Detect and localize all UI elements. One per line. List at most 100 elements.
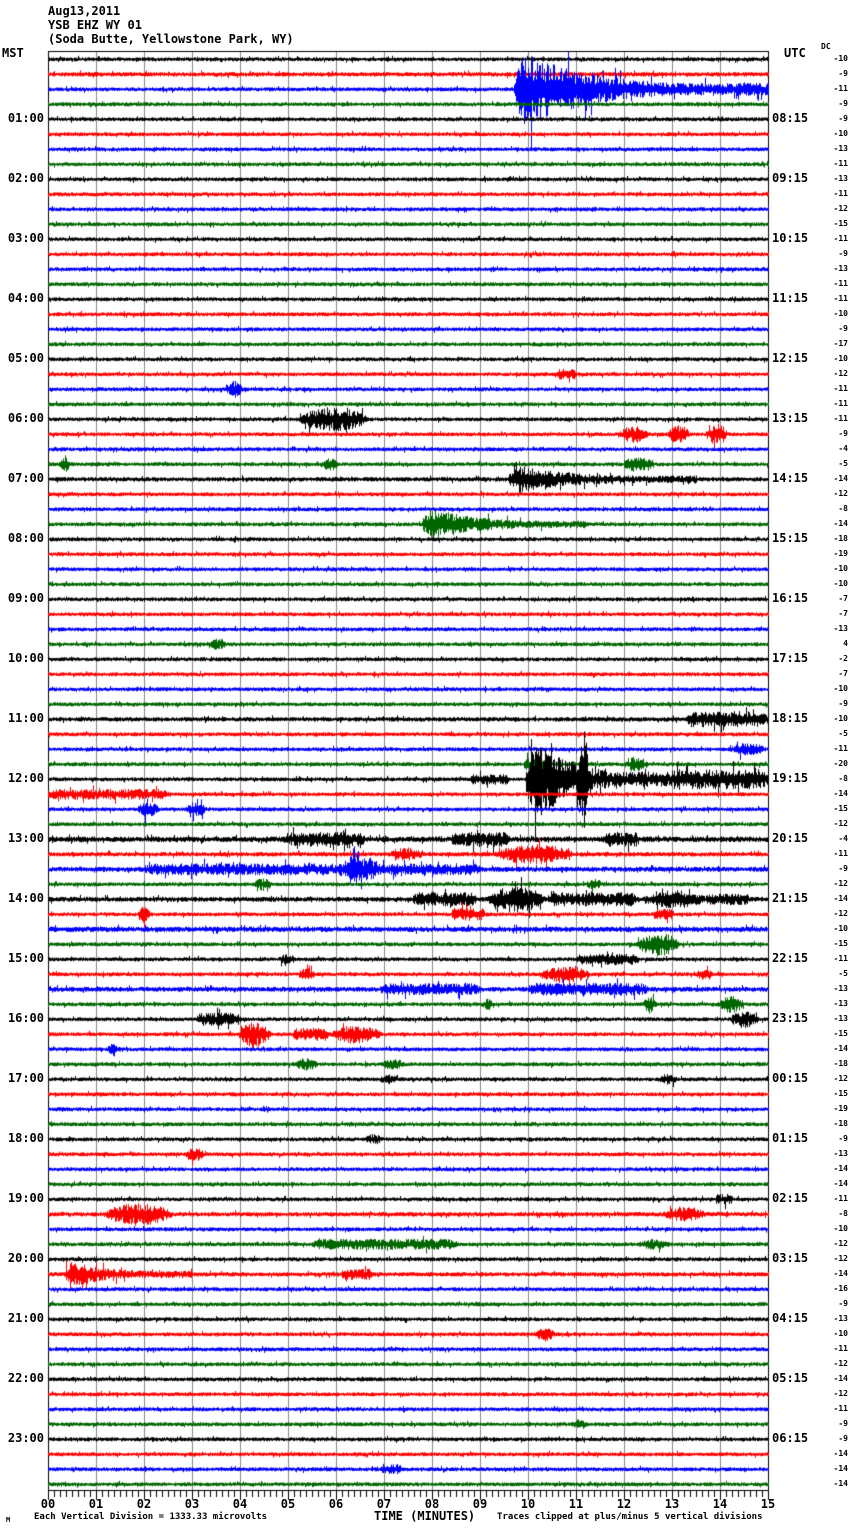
- dc-offset-value: -9: [838, 99, 848, 108]
- dc-offset-value: -13: [833, 624, 848, 633]
- dc-offset-value: -12: [833, 1239, 848, 1248]
- mst-hour-label: 10:00: [7, 651, 44, 665]
- dc-offset-value: -11: [833, 399, 848, 408]
- dc-offset-value: -14: [833, 1449, 848, 1458]
- utc-hour-label: 22:15: [772, 951, 809, 965]
- dc-offset-value: -10: [833, 579, 848, 588]
- dc-offset-value: -7: [838, 609, 848, 618]
- dc-offset-value: -10: [833, 714, 848, 723]
- dc-offset-value: -13: [833, 999, 848, 1008]
- dc-offset-value: -15: [833, 804, 848, 813]
- dc-offset-value: -5: [838, 729, 848, 738]
- mst-hour-label: 22:00: [7, 1371, 44, 1385]
- dc-offset-value: -11: [833, 84, 848, 93]
- utc-hour-label: 10:15: [772, 231, 809, 245]
- dc-offset-value: -13: [833, 1314, 848, 1323]
- dc-offset-value: -10: [833, 354, 848, 363]
- mst-hour-label: 19:00: [7, 1191, 44, 1205]
- utc-hour-label: 20:15: [772, 831, 809, 845]
- dc-offset-value: -15: [833, 939, 848, 948]
- utc-hour-label: 11:15: [772, 291, 809, 305]
- mst-hour-label: 09:00: [7, 591, 44, 605]
- mst-hour-label: 21:00: [7, 1311, 44, 1325]
- dc-offset-value: -14: [833, 1269, 848, 1278]
- utc-hour-label: 08:15: [772, 111, 809, 125]
- utc-hour-label: 16:15: [772, 591, 809, 605]
- dc-offset-value: -7: [838, 669, 848, 678]
- utc-hour-label: 18:15: [772, 711, 809, 725]
- dc-offset-value: -10: [833, 54, 848, 63]
- mst-hour-label: 05:00: [7, 351, 44, 365]
- mst-hour-label: 15:00: [7, 951, 44, 965]
- dc-offset-value: -13: [833, 1149, 848, 1158]
- dc-offset-value: -17: [833, 339, 848, 348]
- dc-offset-value: -11: [833, 849, 848, 858]
- dc-offset-value: -12: [833, 1254, 848, 1263]
- x-tick-label: 10: [520, 1497, 536, 1511]
- dc-offset-value: -18: [833, 1059, 848, 1068]
- mst-hour-label: 11:00: [7, 711, 44, 725]
- dc-offset-value: -14: [833, 1164, 848, 1173]
- dc-offset-value: -9: [838, 429, 848, 438]
- dc-offset-value: -14: [833, 1044, 848, 1053]
- utc-hour-label: 19:15: [772, 771, 809, 785]
- mst-hour-label: 02:00: [7, 171, 44, 185]
- dc-offset-value: -10: [833, 1329, 848, 1338]
- dc-offset-value: -9: [838, 114, 848, 123]
- mst-hour-label: 04:00: [7, 291, 44, 305]
- dc-offset-value: -12: [833, 1359, 848, 1368]
- dc-offset-value: -14: [833, 1479, 848, 1488]
- dc-offset-value: -18: [833, 534, 848, 543]
- dc-offset-value: -18: [833, 1119, 848, 1128]
- dc-offset-value: -19: [833, 1104, 848, 1113]
- utc-axis-header: UTC: [784, 46, 806, 60]
- utc-hour-label: 06:15: [772, 1431, 809, 1445]
- x-tick-label: 05: [280, 1497, 296, 1511]
- dc-offset-value: -9: [838, 1434, 848, 1443]
- dc-offset-value: -9: [838, 699, 848, 708]
- utc-hour-label: 21:15: [772, 891, 809, 905]
- dc-offset-value: -11: [833, 1344, 848, 1353]
- mst-hour-label: 03:00: [7, 231, 44, 245]
- x-tick-label: 12: [616, 1497, 632, 1511]
- utc-hour-label: 02:15: [772, 1191, 809, 1205]
- utc-hour-label: 09:15: [772, 171, 809, 185]
- dc-offset-value: -11: [833, 1404, 848, 1413]
- x-tick-label: 03: [184, 1497, 200, 1511]
- utc-hour-label: 12:15: [772, 351, 809, 365]
- utc-hour-label: 00:15: [772, 1071, 809, 1085]
- x-tick-label: 02: [136, 1497, 152, 1511]
- dc-offset-value: -11: [833, 1194, 848, 1203]
- dc-offset-value: -11: [833, 159, 848, 168]
- dc-offset-value: -9: [838, 1134, 848, 1143]
- footer-scale-note: Each Vertical Division = 1333.33 microvo…: [34, 1512, 267, 1522]
- utc-hour-label: 14:15: [772, 471, 809, 485]
- utc-hour-label: 13:15: [772, 411, 809, 425]
- dc-offset-value: -11: [833, 384, 848, 393]
- dc-offset-value: -12: [833, 1389, 848, 1398]
- dc-offset-value: -8: [838, 504, 848, 513]
- dc-offset-value: -10: [833, 1224, 848, 1233]
- mst-hour-label: 20:00: [7, 1251, 44, 1265]
- dc-offset-value: -12: [833, 879, 848, 888]
- utc-hour-label: 04:15: [772, 1311, 809, 1325]
- footer-clip-note: Traces clipped at plus/minus 5 vertical …: [497, 1512, 763, 1522]
- dc-offset-value: -13: [833, 174, 848, 183]
- dc-offset-value: -19: [833, 549, 848, 558]
- x-tick-label: 00: [40, 1497, 56, 1511]
- mst-axis-header: MST: [2, 46, 24, 60]
- dc-offset-value: -10: [833, 684, 848, 693]
- dc-offset-value: -10: [833, 309, 848, 318]
- dc-offset-value: -2: [838, 654, 848, 663]
- dc-offset-value: -15: [833, 1089, 848, 1098]
- x-tick-label: 07: [376, 1497, 392, 1511]
- dc-offset-value: -11: [833, 954, 848, 963]
- dc-offset-value: -12: [833, 489, 848, 498]
- x-tick-label: 14: [712, 1497, 728, 1511]
- dc-offset-value: -5: [838, 459, 848, 468]
- x-tick-label: 11: [568, 1497, 584, 1511]
- dc-offset-value: -20: [833, 759, 848, 768]
- dc-offset-value: -13: [833, 264, 848, 273]
